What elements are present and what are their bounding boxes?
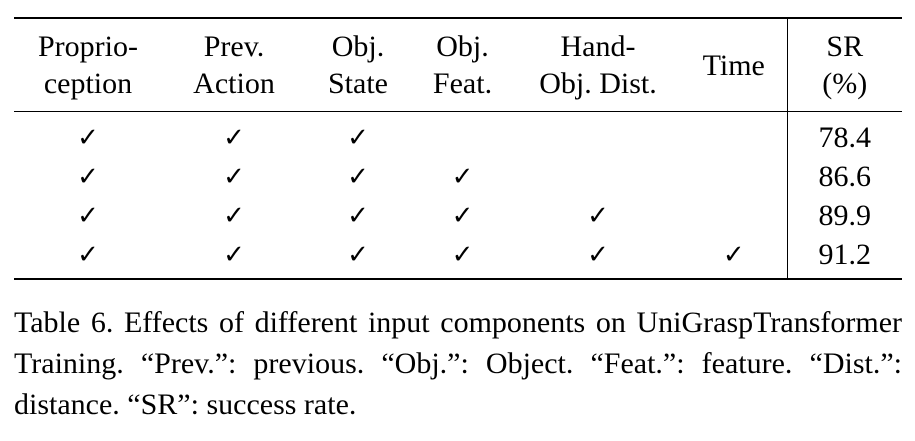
cell-obj-feat [410,112,515,158]
header-label-line2: State [328,67,388,100]
cell-proprioception: ✓ [14,157,162,196]
header-row: Proprio- ception Prev. Action Obj. State… [14,18,902,112]
cell-obj-feat: ✓ [410,157,515,196]
cell-sr: 86.6 [786,157,902,196]
header-label-line1: Obj. [331,30,385,63]
header-label-line2: (%) [822,67,868,100]
cell-time [681,112,787,158]
cell-proprioception: ✓ [14,196,162,235]
check-mark-icon: ✓ [347,240,369,270]
cell-hand-obj-dist: ✓ [515,235,681,279]
table-row: ✓ ✓ ✓ 78.4 [14,111,902,158]
check-mark-icon: ✓ [451,162,474,192]
header-label-line2: Obj. Dist. [539,67,657,100]
cell-time [681,196,787,235]
header-obj-state: Obj. State [306,18,410,112]
cell-prev-action: ✓ [162,235,306,279]
check-mark-icon: ✓ [347,201,369,231]
cell-hand-obj-dist: ✓ [515,196,681,235]
cell-prev-action: ✓ [162,157,306,196]
header-hand-obj-dist: Hand- Obj. Dist. [515,18,681,112]
check-mark-icon: ✓ [223,201,245,231]
header-label-line1: Obj. [436,30,489,63]
check-mark-icon: ✓ [77,162,99,192]
header-label-line2: ception [43,67,133,100]
cell-obj-state: ✓ [306,235,410,279]
cell-time: ✓ [681,235,787,279]
cell-prev-action: ✓ [162,196,306,235]
check-mark-icon: ✓ [451,240,474,270]
check-mark-icon: ✓ [451,201,474,231]
cell-hand-obj-dist [515,157,681,196]
check-mark-icon: ✓ [77,240,99,270]
header-prev-action: Prev. Action [162,18,306,112]
table-row: ✓ ✓ ✓ ✓ ✓ 89.9 [14,196,902,235]
header-label-line1: Hand- [560,30,636,63]
cell-obj-state: ✓ [306,112,410,158]
check-mark-icon: ✓ [347,123,369,153]
check-mark-icon: ✓ [347,162,369,192]
table-row: ✓ ✓ ✓ ✓ ✓ ✓ 91.2 [14,235,902,279]
cell-obj-feat: ✓ [410,235,515,279]
check-mark-icon: ✓ [77,201,99,231]
cell-time [681,157,787,196]
check-mark-icon: ✓ [223,123,245,153]
header-time: Time [681,18,787,112]
cell-proprioception: ✓ [14,112,162,158]
check-mark-icon: ✓ [223,240,245,270]
table-caption: Table 6. Effects of different input comp… [14,306,902,421]
ablation-table: Proprio- ception Prev. Action Obj. State… [14,17,902,280]
header-obj-feat: Obj. Feat. [410,18,515,112]
header-label-line1: Prev. [203,30,265,63]
check-mark-icon: ✓ [722,240,745,270]
header-label-line2: Feat. [432,67,493,100]
header-label-line2: Action [193,67,275,100]
cell-hand-obj-dist [515,112,681,158]
header-label-line1: Proprio- [38,30,138,63]
cell-sr: 91.2 [786,235,902,279]
header-proprioception: Proprio- ception [14,18,162,112]
cell-obj-state: ✓ [306,196,410,235]
header-label-line1: SR [826,30,864,63]
cell-obj-state: ✓ [306,157,410,196]
cell-sr: 78.4 [786,111,902,157]
header-label: Time [702,48,765,82]
cell-sr: 89.9 [786,196,902,235]
check-mark-icon: ✓ [587,240,609,270]
check-mark-icon: ✓ [77,123,99,153]
check-mark-icon: ✓ [223,162,245,192]
cell-obj-feat: ✓ [410,196,515,235]
cell-prev-action: ✓ [162,112,306,158]
check-mark-icon: ✓ [587,201,609,231]
cell-proprioception: ✓ [14,235,162,279]
header-sr: SR (%) [786,18,902,112]
table-row: ✓ ✓ ✓ ✓ 86.6 [14,157,902,196]
table-body: ✓ ✓ ✓ 78.4 ✓ ✓ ✓ ✓ 86.6 ✓ ✓ ✓ ✓ ✓ 89.9 ✓ ✓ ✓ ✓ ✓ ✓ 91.2 [14,111,902,279]
